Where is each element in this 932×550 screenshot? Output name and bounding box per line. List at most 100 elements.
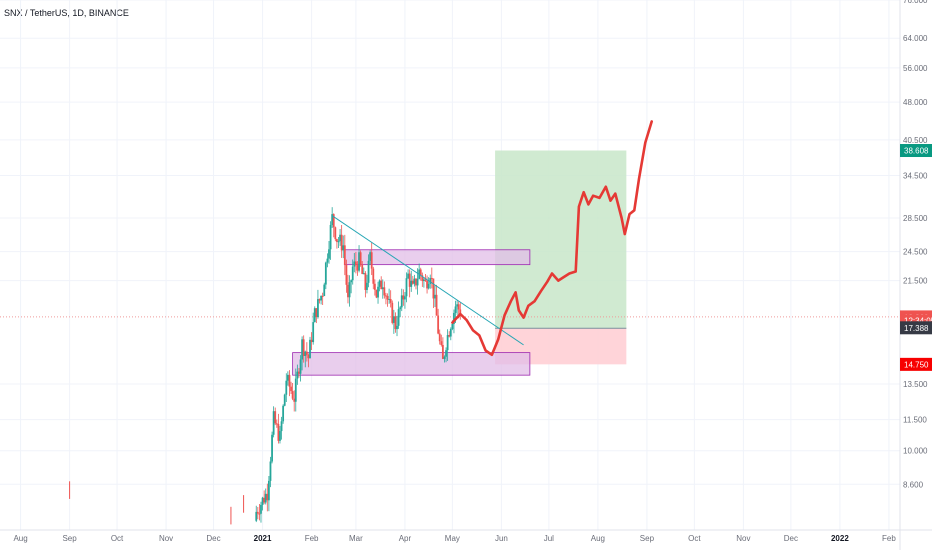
candle-down — [385, 295, 387, 297]
candle-up — [407, 273, 409, 279]
candle-down — [373, 283, 376, 290]
candle-up — [453, 312, 455, 324]
candle-up — [312, 322, 315, 343]
x-tick-label: Oct — [111, 534, 124, 543]
candle-up — [358, 252, 360, 271]
candle-up — [410, 280, 413, 287]
candle-up — [255, 511, 258, 521]
candle-up — [427, 283, 430, 289]
y-tick-label: 56.000 — [903, 64, 928, 73]
price-label-bg[interactable] — [900, 321, 932, 335]
y-tick-label: 28.500 — [903, 214, 928, 223]
y-tick-label: 76.000 — [903, 0, 928, 5]
y-tick-label: 24.500 — [903, 248, 928, 257]
candle-down — [293, 398, 296, 402]
candle-up — [381, 287, 384, 290]
candle-up — [396, 325, 398, 330]
x-tick-label: 2021 — [254, 534, 272, 543]
candle-up — [339, 234, 341, 242]
price-label-bg[interactable] — [900, 357, 932, 371]
candle-down — [275, 423, 278, 425]
candle-down — [438, 333, 441, 342]
price-zones[interactable] — [292, 249, 531, 376]
candle-up — [324, 262, 327, 285]
candle-up — [329, 224, 332, 250]
candle-down — [310, 339, 313, 343]
candle-up — [456, 304, 459, 307]
candle-down — [315, 308, 318, 318]
target-zone[interactable] — [495, 150, 627, 329]
candle-up — [299, 359, 302, 374]
candle-up — [320, 295, 322, 301]
candle-up — [301, 339, 304, 360]
candle-up — [445, 350, 447, 357]
candle-up — [454, 306, 457, 313]
candle-up — [378, 280, 381, 287]
price-label[interactable]: 14.750 — [904, 360, 929, 369]
x-tick-label: Feb — [882, 534, 896, 543]
time-axis[interactable]: Aug Sep Oct Nov Dec 2021 Feb Mar Apr May Jun Jul Aug… — [0, 529, 932, 543]
x-tick-label: Sep — [62, 534, 77, 543]
candle-up — [434, 294, 436, 299]
candle-down — [277, 423, 280, 441]
x-tick-label: Mar — [349, 534, 363, 543]
projection-line[interactable] — [451, 120, 654, 357]
candle-down — [345, 265, 348, 285]
projection-path[interactable] — [451, 120, 654, 357]
candle-up — [328, 249, 330, 259]
y-tick-label: 8.600 — [903, 480, 924, 489]
y-tick-label: 21.500 — [903, 277, 928, 286]
candle-down — [440, 341, 443, 345]
y-tick-label: 34.500 — [903, 172, 928, 181]
candle-up — [286, 374, 289, 381]
candle-up — [443, 356, 446, 359]
y-tick-label: 48.000 — [903, 98, 928, 107]
candle-down — [263, 497, 266, 503]
candle-down — [408, 273, 411, 287]
candle-up — [323, 284, 326, 297]
candle-up — [294, 378, 297, 402]
x-tick-label: Nov — [736, 534, 750, 543]
candle-up — [304, 351, 307, 357]
candle-down — [402, 295, 405, 300]
descending-trendline[interactable] — [331, 215, 524, 346]
price-axis[interactable]: 76.000 64.000 56.000 48.000 40.500 34.500 28.5… — [899, 0, 932, 550]
x-tick-label: Dec — [206, 534, 220, 543]
candle-up — [279, 431, 281, 441]
price-label[interactable]: 12:34:05 — [904, 317, 932, 326]
candle-down — [256, 511, 259, 514]
x-tick-label: Aug — [13, 534, 27, 543]
x-tick-label: Jun — [495, 534, 508, 543]
y-tick-label: 40.500 — [903, 136, 928, 145]
candle-up — [351, 266, 354, 281]
candle-down — [457, 304, 460, 310]
x-tick-label: Feb — [305, 534, 319, 543]
y-tick-label: 13.500 — [903, 380, 928, 389]
candle-up — [280, 421, 283, 432]
support-zone[interactable] — [292, 352, 531, 376]
candle-up — [429, 277, 432, 284]
candle-down — [380, 280, 383, 290]
candle-up — [348, 282, 351, 298]
x-tick-label: Apr — [399, 534, 412, 543]
candle-down — [359, 252, 362, 265]
candle-down — [318, 299, 321, 301]
candle-up — [367, 260, 370, 283]
candle-down — [441, 344, 444, 359]
candle-down — [343, 245, 346, 266]
candle-down — [394, 316, 397, 330]
candle-up — [362, 273, 365, 275]
candle-down — [411, 280, 414, 284]
price-label-bg[interactable] — [900, 144, 932, 158]
price-label[interactable]: 17.388 — [904, 324, 929, 333]
candle-down — [354, 261, 357, 266]
candle-down — [332, 214, 335, 228]
trendline[interactable] — [331, 215, 524, 346]
candle-up — [313, 308, 316, 323]
candle-up — [269, 461, 272, 481]
candle-up — [399, 307, 402, 310]
candle-up — [264, 493, 267, 503]
candle-down — [307, 354, 310, 359]
price-label[interactable]: 38.608 — [904, 147, 929, 156]
